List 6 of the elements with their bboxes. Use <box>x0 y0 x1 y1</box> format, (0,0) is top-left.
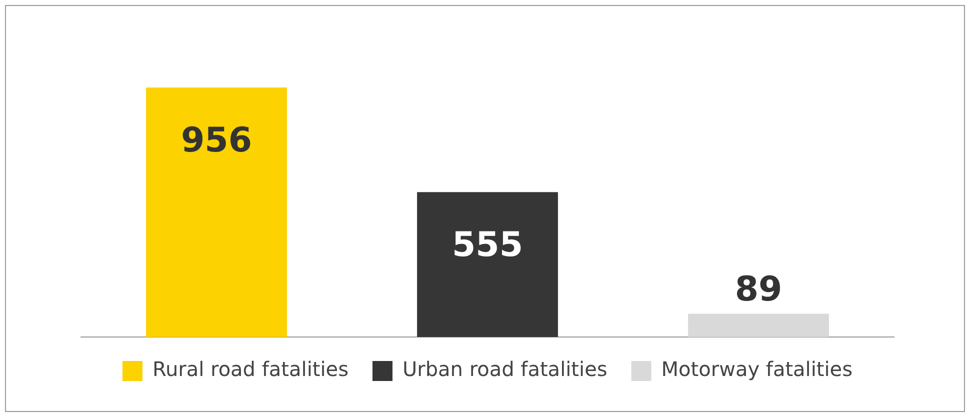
legend-label: Motorway fatalities <box>661 357 853 382</box>
legend-label: Rural road fatalities <box>152 357 348 382</box>
data-label: 956 <box>181 120 252 160</box>
legend-label: Urban road fatalities <box>402 357 608 382</box>
data-label: 89 <box>734 270 782 310</box>
data-label: 555 <box>452 224 523 265</box>
